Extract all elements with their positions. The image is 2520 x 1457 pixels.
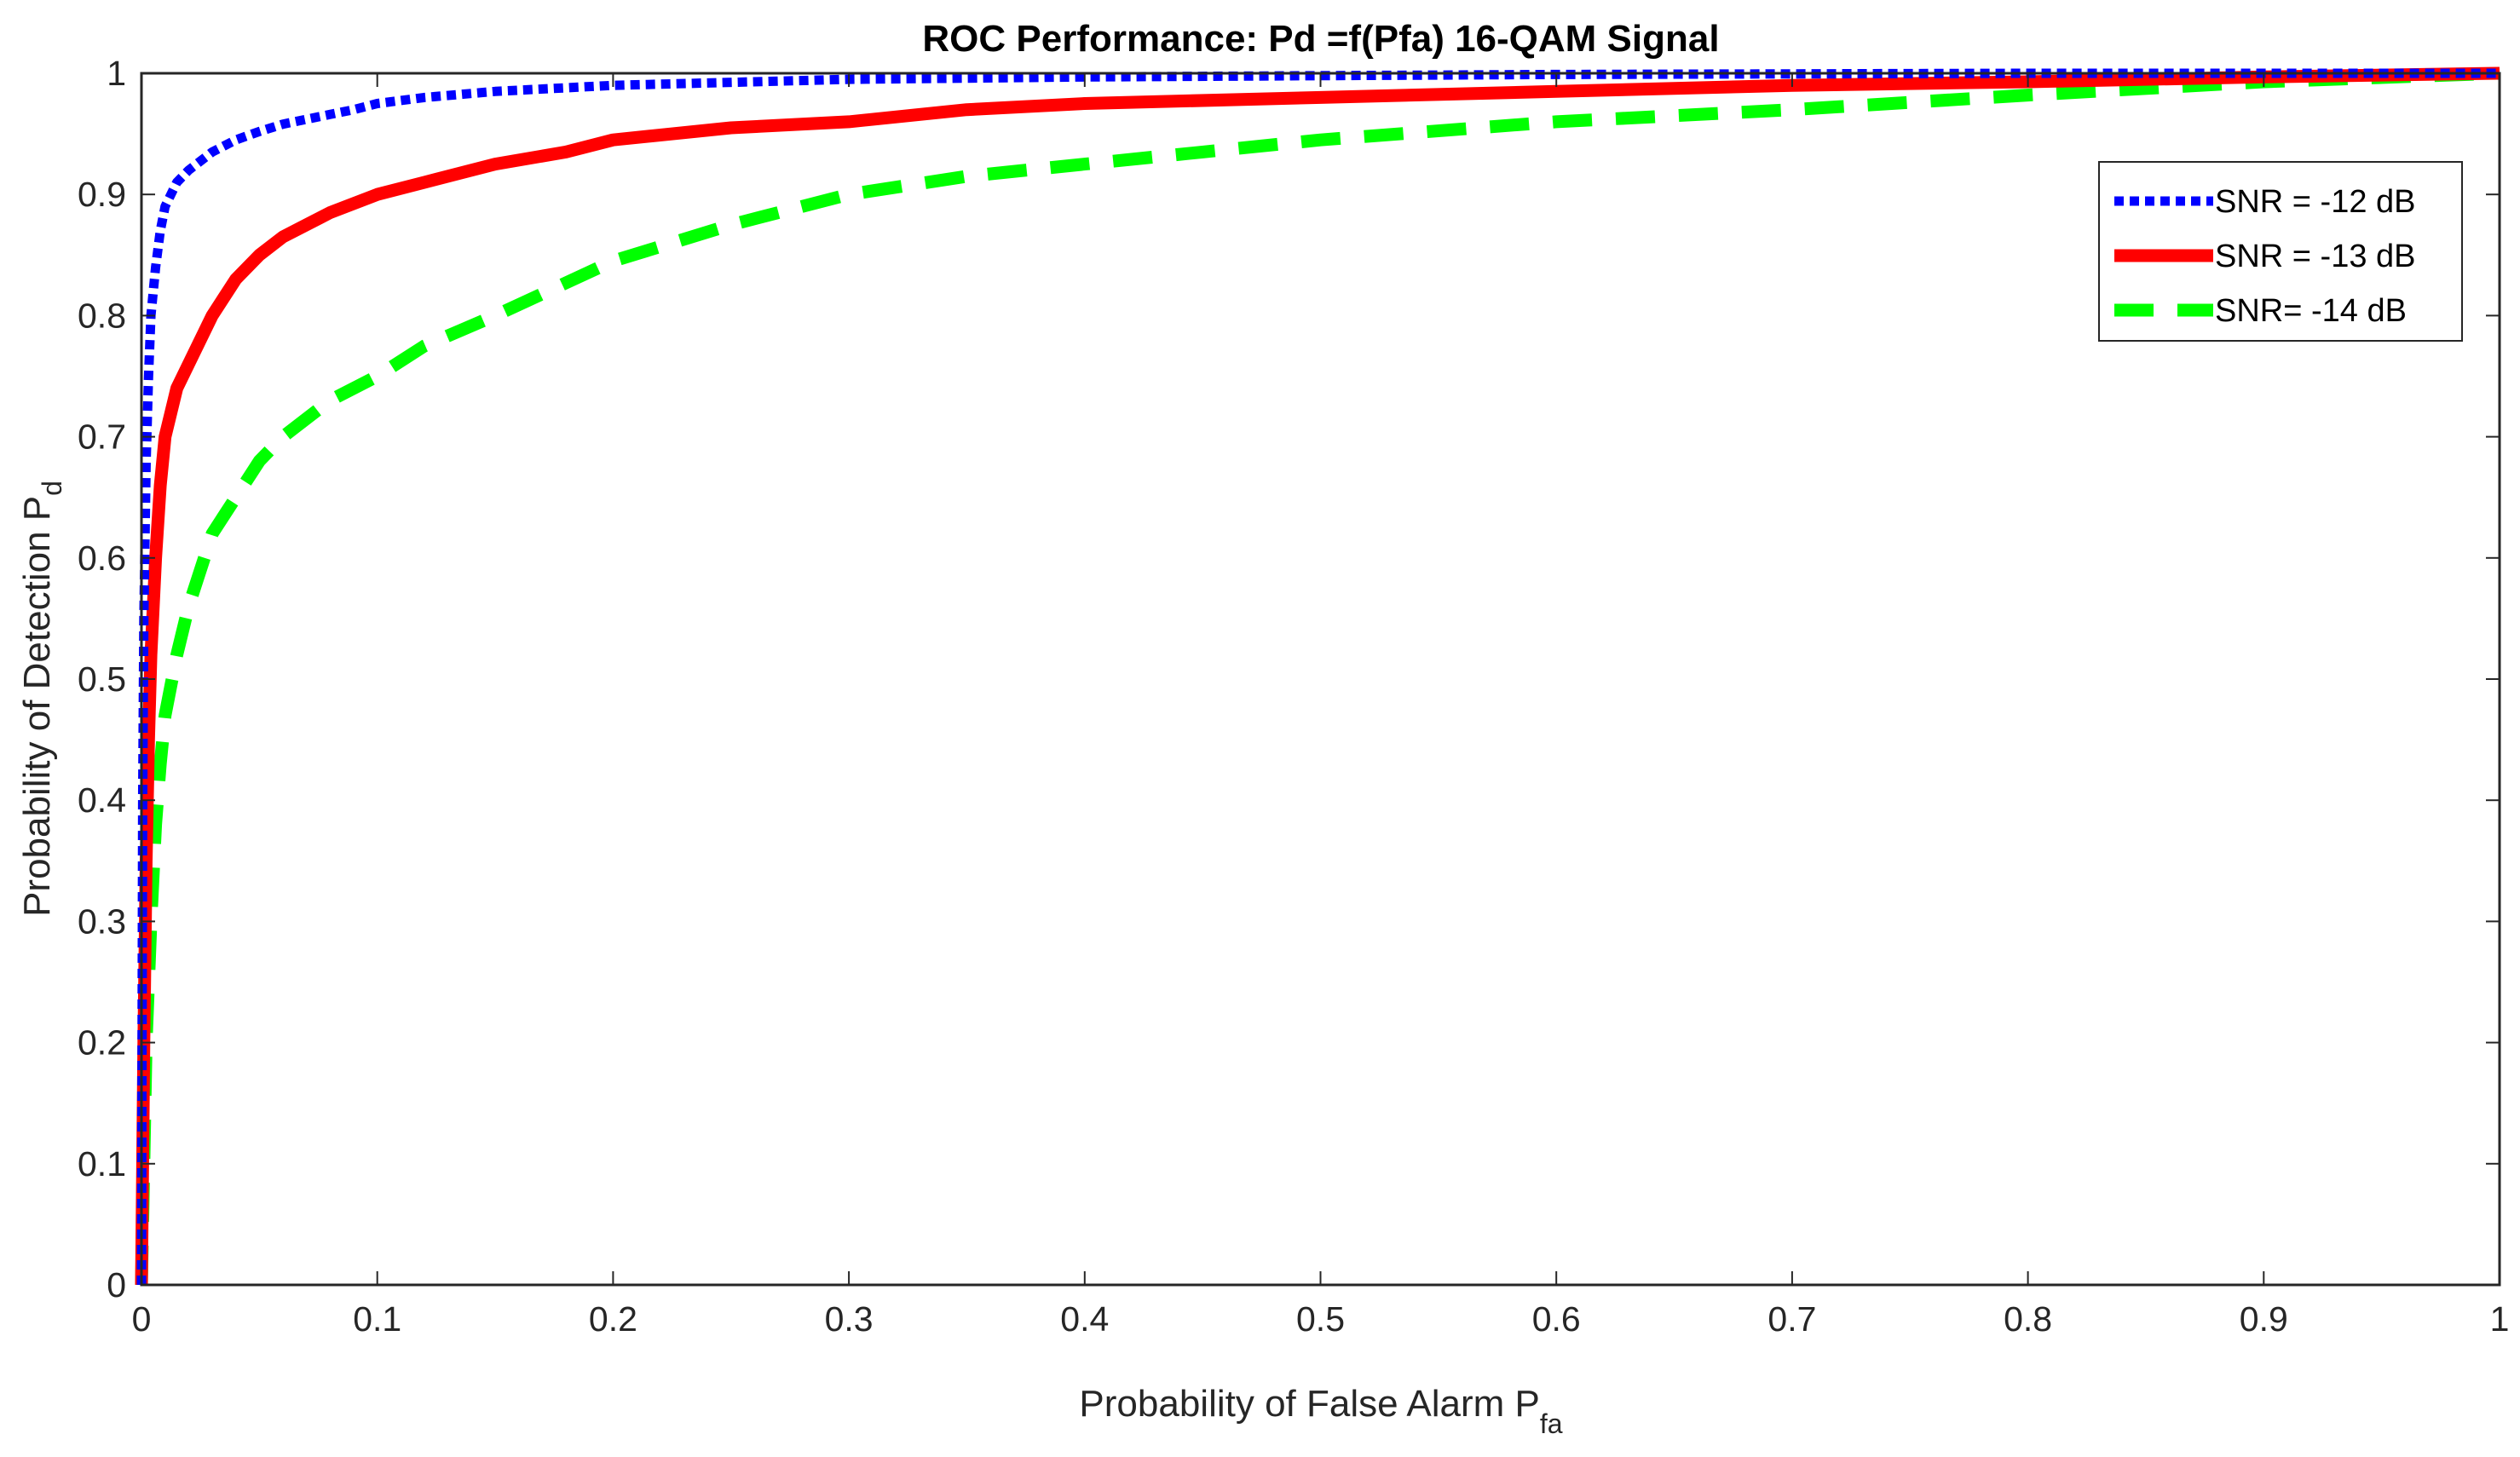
y-tick-label: 0.3 <box>78 901 126 941</box>
x-tick-label: 0 <box>132 1299 152 1339</box>
series-line-1 <box>135 66 2500 1286</box>
legend-label-2: SNR= -14 dB <box>2215 293 2407 329</box>
x-tick-label: 0.6 <box>1532 1299 1581 1339</box>
legend: SNR = -12 dB SNR = -13 dB SNR= -14 dB <box>2098 161 2463 342</box>
y-axis-label-main: Probability of Detection P <box>16 496 58 917</box>
plot-frame <box>140 72 2501 1287</box>
x-axis-label-main: Probability of False Alarm P <box>1079 1383 1539 1425</box>
x-tick-label: 0.4 <box>1060 1299 1109 1339</box>
x-axis-label: Probability of False Alarm Pfa <box>1079 1383 1562 1439</box>
chart-title: ROC Performance: Pd =f(Pfa) 16-QAM Signa… <box>922 18 1719 60</box>
x-tick-label: 0.8 <box>2004 1299 2052 1339</box>
y-tick-label: 0.8 <box>78 296 126 335</box>
x-tick-label: 0.5 <box>1296 1299 1345 1339</box>
y-tick-label: 0.7 <box>78 418 126 457</box>
y-tick-label: 0 <box>107 1265 126 1304</box>
x-axis-label-subscript: fa <box>1540 1408 1563 1439</box>
y-tick-label: 0.9 <box>78 175 126 214</box>
y-tick-label: 0.4 <box>78 780 126 820</box>
series-line-2 <box>135 66 2500 1286</box>
y-tick-label: 0.2 <box>78 1023 126 1063</box>
x-tick-label: 0.7 <box>1767 1299 1816 1339</box>
curves-layer <box>135 66 2500 1286</box>
x-tick-label: 0.9 <box>2240 1299 2288 1339</box>
legend-label-1: SNR = -13 dB <box>2215 239 2416 274</box>
legend-label-0: SNR = -12 dB <box>2215 184 2416 220</box>
y-tick-label: 0.1 <box>78 1144 126 1183</box>
y-tick-label: 1 <box>107 54 126 93</box>
series-line-0 <box>136 68 2500 1286</box>
x-tick-label: 0.1 <box>353 1299 401 1339</box>
y-axis-label: Probability of Detection Pd <box>16 481 67 917</box>
y-axis-label-subscript: d <box>37 481 67 496</box>
y-tick-label: 0.5 <box>78 659 126 699</box>
ticks-layer: 0 0.1 0.2 0.3 0.4 0.5 0.6 0.7 0.8 0.9 1 0 0.1 0.2 0.3 0… <box>78 54 2509 1339</box>
x-tick-label: 1 <box>2490 1299 2510 1339</box>
x-tick-label: 0.3 <box>825 1299 874 1339</box>
y-tick-label: 0.6 <box>78 538 126 578</box>
x-tick-label: 0.2 <box>589 1299 637 1339</box>
